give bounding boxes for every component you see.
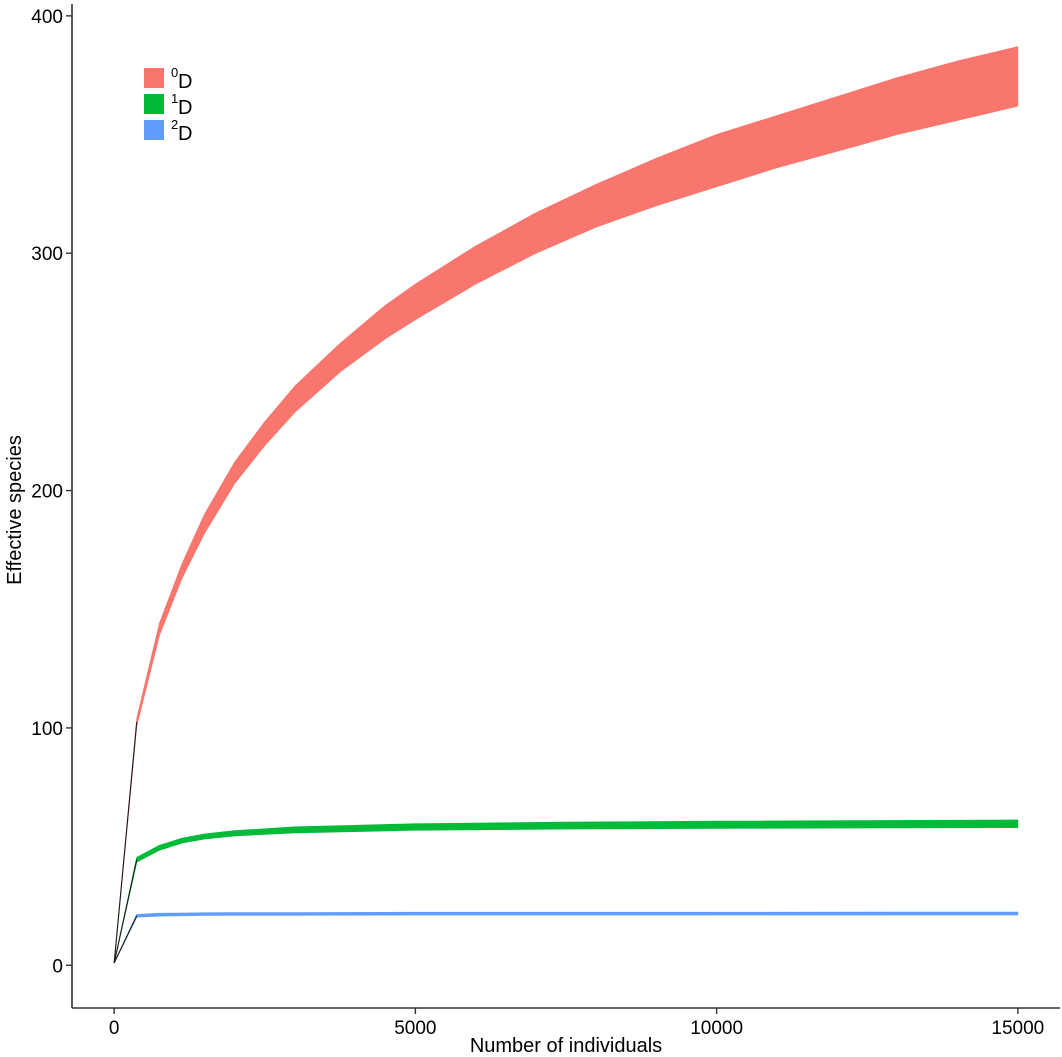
legend-label: D [178, 71, 192, 93]
x-tick-label: 10000 [690, 1018, 743, 1039]
band-1D [113, 819, 1019, 964]
legend-superscript: 2 [171, 117, 178, 132]
initial-segment-0D [113, 721, 138, 963]
legend-label: D [178, 123, 192, 145]
y-tick-label: 0 [52, 956, 63, 977]
rarefaction-lines [113, 721, 138, 964]
band-2D [113, 911, 1019, 964]
legend-key-0D [144, 68, 164, 88]
initial-segment-1D [113, 859, 138, 964]
y-tick-label: 100 [31, 719, 63, 740]
y-axis-label: Effective species [4, 435, 26, 585]
legend: 0 D1 D2 D [144, 65, 192, 145]
x-tick-label: 0 [109, 1018, 120, 1039]
x-tick-label: 5000 [394, 1018, 436, 1039]
x-tick-label: 15000 [991, 1018, 1044, 1039]
legend-label: D [178, 97, 192, 119]
legend-key-1D [144, 94, 164, 114]
legend-key-2D [144, 120, 164, 140]
initial-segment-2D [113, 915, 138, 964]
y-tick-label: 300 [31, 244, 63, 265]
x-axis-label: Number of individuals [470, 1035, 662, 1057]
band-0D [113, 46, 1019, 964]
y-tick-label: 200 [31, 482, 63, 503]
tick-marks: 0 5000 10000 15000 0 100 200 300 400 [31, 7, 1044, 1039]
legend-superscript: 0 [171, 65, 178, 80]
axes [71, 4, 1060, 1009]
legend-superscript: 1 [171, 91, 178, 106]
confidence-bands [113, 46, 1019, 964]
y-tick-label: 400 [31, 7, 63, 28]
